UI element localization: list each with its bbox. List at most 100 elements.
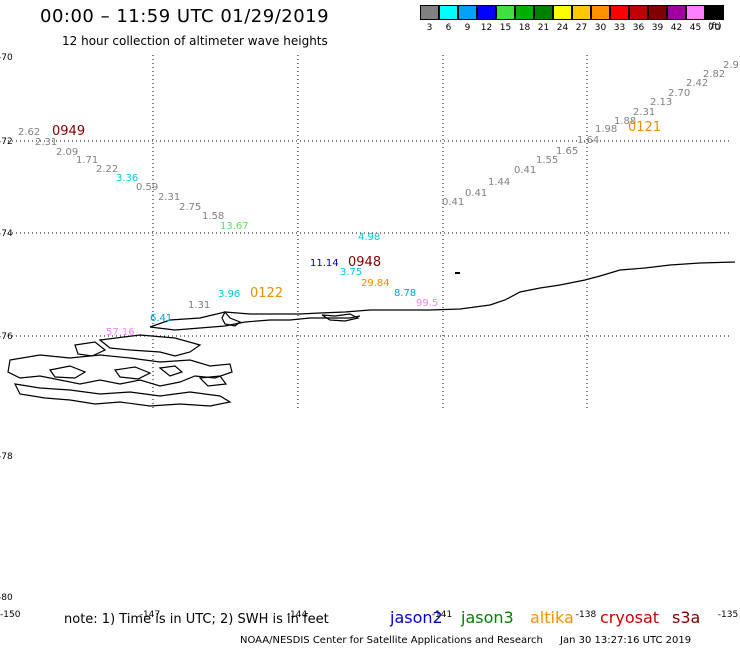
wave-height-label: 2.62 xyxy=(18,127,40,138)
legend-swatch xyxy=(515,5,534,20)
legend-swatch xyxy=(667,5,686,20)
legend-label: 39 xyxy=(651,23,664,33)
legend-label: 36 xyxy=(632,23,645,33)
legend-label: 6 xyxy=(445,23,452,33)
wave-height-label: 4.98 xyxy=(358,232,380,243)
legend-label: 15 xyxy=(499,23,512,33)
wave-height-label: 3.75 xyxy=(340,267,362,278)
wave-height-label: 0.59 xyxy=(136,182,158,193)
legend-swatch xyxy=(572,5,591,20)
wave-height-label: 2.31 xyxy=(35,137,57,148)
legend-label: 42 xyxy=(670,23,683,33)
pass-time-label: 0121 xyxy=(628,120,661,135)
longitude-label: -150 xyxy=(0,610,21,620)
legend-swatch xyxy=(496,5,515,20)
legend-swatch xyxy=(629,5,648,20)
legend-label: 24 xyxy=(556,23,569,33)
legend-swatch xyxy=(648,5,667,20)
legend-label: 70 xyxy=(708,23,721,33)
wave-height-label: 8.78 xyxy=(394,288,416,299)
wave-height-label: 1.64 xyxy=(577,135,599,146)
legend-label: 33 xyxy=(613,23,626,33)
wave-height-label: 99.5 xyxy=(416,298,438,309)
island-outline xyxy=(48,365,87,379)
small-island xyxy=(455,272,460,274)
wave-height-label: 0.41 xyxy=(514,165,536,176)
footer-credit: NOAA/NESDIS Center for Satellite Applica… xyxy=(240,635,691,646)
coastline-segment xyxy=(221,310,242,327)
latitude-label: -76 xyxy=(0,332,13,342)
legend-label: 27 xyxy=(575,23,588,33)
legend-label: 9 xyxy=(464,23,471,33)
latitude-label: -72 xyxy=(0,137,13,147)
wave-height-label: 2.42 xyxy=(686,78,708,89)
latitude-labels: -70 -72 -74 -76 -78 -80 xyxy=(0,53,13,603)
wave-height-label: 29.84 xyxy=(361,278,390,289)
latitude-label: -80 xyxy=(0,593,13,603)
wave-height-label: 2.31 xyxy=(158,192,180,203)
credit-text: NOAA/NESDIS Center for Satellite Applica… xyxy=(240,635,543,646)
longitude-label: -138 xyxy=(576,610,597,620)
island-outline xyxy=(7,354,233,387)
wave-height-label: 2.31 xyxy=(633,107,655,118)
wave-height-label: 1.58 xyxy=(202,211,224,222)
legend-swatch xyxy=(610,5,629,20)
coastline-segment xyxy=(321,313,360,322)
satellite-legend-item: cryosat xyxy=(600,608,660,627)
legend-swatch xyxy=(591,5,610,20)
island-outline xyxy=(13,383,232,407)
island-outline xyxy=(98,334,202,357)
legend-swatch xyxy=(686,5,705,20)
wave-height-label: 2.22 xyxy=(96,164,118,175)
wave-height-label: 3.36 xyxy=(116,173,138,184)
legend-swatches xyxy=(420,5,724,20)
legend-swatch xyxy=(534,5,553,20)
pass-time-label: 0949 xyxy=(52,124,85,139)
legend-label: 45 xyxy=(689,23,702,33)
pass-time-label: 0948 xyxy=(348,255,381,270)
wave-height-label: 1.44 xyxy=(488,177,510,188)
wave-height-label: 2.70 xyxy=(668,88,690,99)
wave-height-label: 0.41 xyxy=(442,197,464,208)
coastline xyxy=(7,261,736,407)
wave-height-label: 2.09 xyxy=(56,147,78,158)
pass-time-label: 0122 xyxy=(250,286,283,301)
legend-swatch xyxy=(477,5,496,20)
latitude-label: -78 xyxy=(0,452,13,462)
wave-height-label: 2.13 xyxy=(650,97,672,108)
longitude-label: -147 xyxy=(140,610,160,620)
wave-height-label: 57.16 xyxy=(106,327,135,338)
legend-label: 18 xyxy=(518,23,531,33)
longitude-labels: -150 -147 -144 -141 -138 -135 xyxy=(0,610,738,620)
satellite-legend-item: jason3 xyxy=(461,608,514,627)
latitude-label: -70 xyxy=(0,53,13,63)
legend-swatch xyxy=(458,5,477,20)
legend-swatch xyxy=(420,5,439,20)
wave-height-label: 13.67 xyxy=(220,221,249,232)
island-outline xyxy=(158,365,184,377)
island-outline xyxy=(74,341,107,357)
wave-height-label: 1.55 xyxy=(536,155,558,166)
ice-shelf-coastline xyxy=(149,261,736,328)
wave-height-label: 2.82 xyxy=(703,69,725,80)
legend-swatch xyxy=(553,5,572,20)
footer-note: note: 1) Time is in UTC; 2) SWH is in fe… xyxy=(64,612,329,627)
legend-labels: 3 6 9 12 15 18 21 24 27 30 33 36 39 42 45 70 xyxy=(420,23,724,33)
wave-height-label: 11.14 xyxy=(310,258,339,269)
pass-time-labels: 0949 0948 0122 0121 xyxy=(52,120,661,301)
island-outline xyxy=(198,375,228,387)
wave-height-label: 6.41 xyxy=(150,313,172,324)
legend-label: 3 xyxy=(426,23,433,33)
wave-height-label: 2.93 xyxy=(723,60,740,71)
longitude-label: -144 xyxy=(287,610,308,620)
legend-label: 12 xyxy=(480,23,493,33)
legend-swatch xyxy=(439,5,458,20)
page-subtitle: 12 hour collection of altimeter wave hei… xyxy=(62,34,328,48)
legend-label: 30 xyxy=(594,23,607,33)
generated-timestamp: Jan 30 13:27:16 UTC 2019 xyxy=(560,635,692,646)
wave-height-label: 1.31 xyxy=(188,300,210,311)
wave-height-labels: 2.932.822.422.702.132.311.881.981.641.65… xyxy=(18,60,740,338)
wave-height-label: 0.41 xyxy=(465,188,487,199)
